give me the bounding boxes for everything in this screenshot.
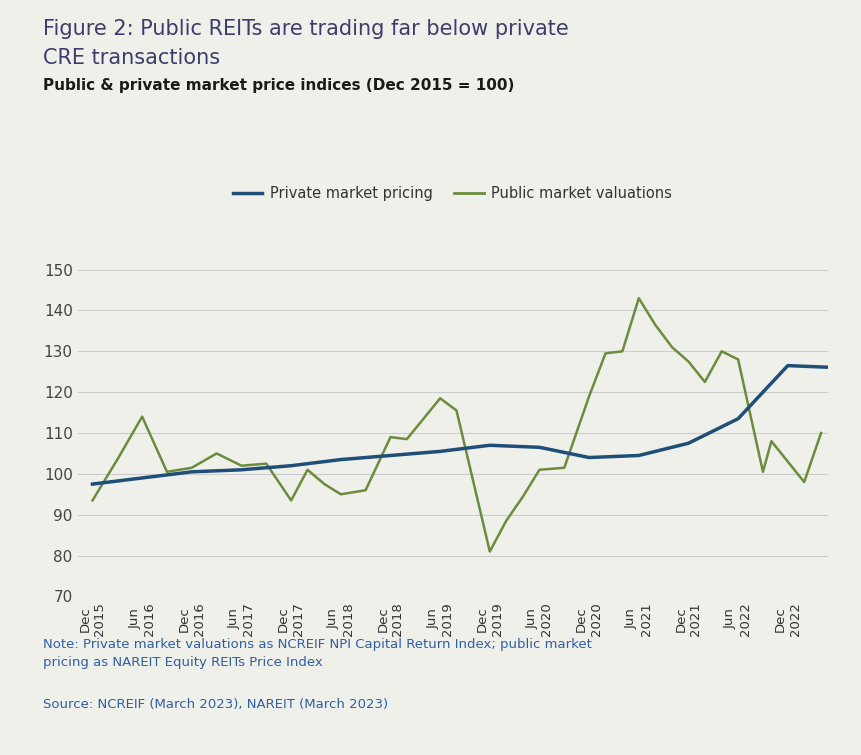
Text: CRE transactions: CRE transactions [43, 48, 220, 67]
Text: Source: NCREIF (March 2023), NAREIT (March 2023): Source: NCREIF (March 2023), NAREIT (Mar… [43, 698, 387, 711]
Text: Figure 2: Public REITs are trading far below private: Figure 2: Public REITs are trading far b… [43, 19, 568, 39]
Text: Public & private market price indices (Dec 2015 = 100): Public & private market price indices (D… [43, 78, 514, 93]
Text: Note: Private market valuations as NCREIF NPI Capital Return Index; public marke: Note: Private market valuations as NCREI… [43, 638, 592, 669]
Legend: Private market pricing, Public market valuations: Private market pricing, Public market va… [227, 180, 677, 207]
